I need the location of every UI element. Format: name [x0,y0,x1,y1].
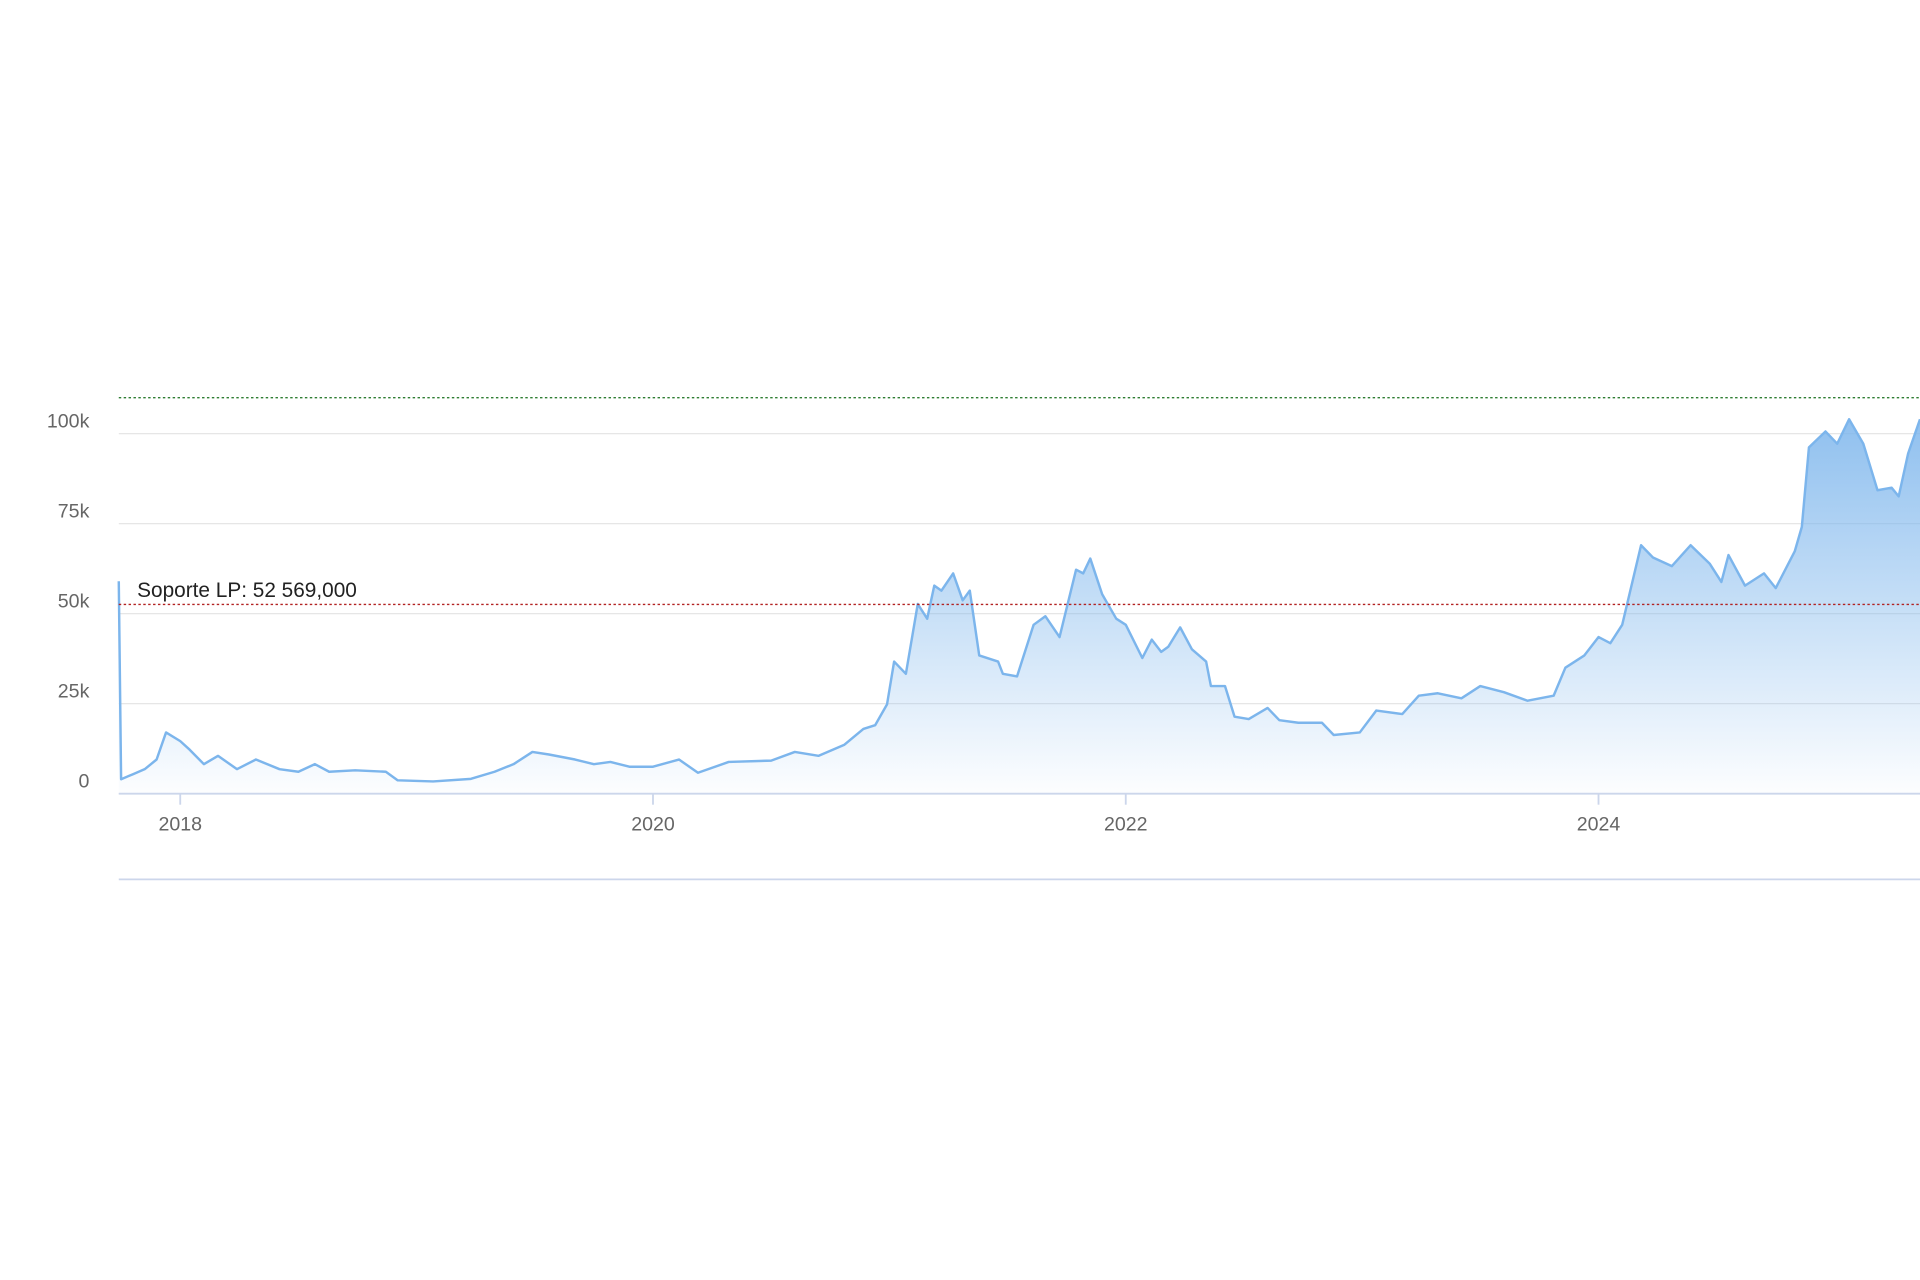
x-tick-label: 2022 [1104,813,1148,835]
y-tick-label: 50k [58,591,90,613]
area-fill [118,419,1920,794]
area-line [117,417,1920,783]
x-tick-label: 2018 [158,813,202,835]
y-tick-label: 75k [58,501,90,523]
reference-label: Soporte LP: 52 569,000 [137,579,357,602]
y-tick-label: 25k [58,681,90,703]
y-tick-label: 100k [47,411,90,433]
x-tick-label: 2024 [1577,813,1621,835]
y-tick-label: 0 [78,771,89,793]
x-tick-label: 2020 [631,813,675,835]
